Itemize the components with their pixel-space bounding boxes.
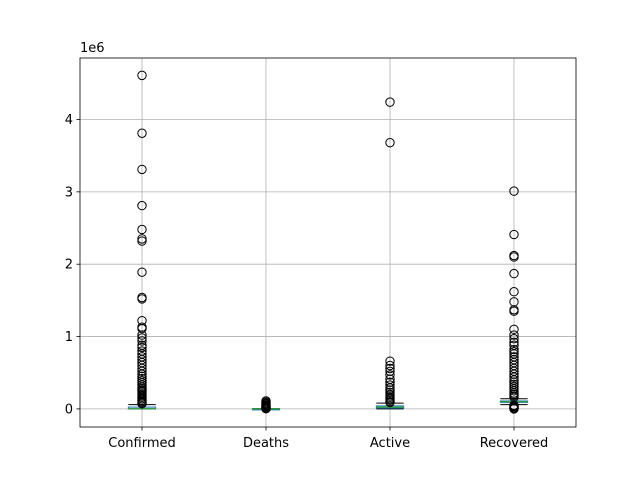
outlier-point xyxy=(509,186,519,196)
outlier-point xyxy=(509,306,519,316)
x-tick-label: Confirmed xyxy=(108,436,176,451)
outlier-point xyxy=(385,356,395,366)
outlier-point xyxy=(509,386,519,396)
outlier-point xyxy=(385,360,395,371)
outlier-point xyxy=(137,342,147,353)
x-tick-label: Active xyxy=(370,436,410,451)
outlier-point xyxy=(509,268,519,279)
outlier-point xyxy=(509,229,519,240)
y-axis: 0 1 2 3 4 xyxy=(65,113,80,417)
outlier-point xyxy=(385,380,395,390)
outlier-point xyxy=(137,70,147,81)
outlier-point xyxy=(509,337,519,348)
outlier-point xyxy=(137,234,147,244)
y-offset-label: 1e6 xyxy=(80,41,105,56)
outlier-point xyxy=(509,334,519,344)
box-confirmed xyxy=(127,70,157,410)
outlier-point xyxy=(137,294,147,304)
y-tick-label: 2 xyxy=(65,258,73,273)
grid-lines xyxy=(80,58,576,427)
box-recovered xyxy=(499,186,529,414)
outlier-point xyxy=(509,404,519,414)
plot-frame xyxy=(79,57,577,428)
x-axis: Confirmed Deaths Active Recovered xyxy=(108,427,548,451)
x-tick-label: Deaths xyxy=(243,436,289,451)
outlier-point xyxy=(137,164,147,175)
y-tick-label: 0 xyxy=(65,402,73,417)
outlier-point xyxy=(385,370,395,380)
outlier-point xyxy=(137,200,147,211)
outlier-point xyxy=(137,366,147,376)
outlier-point xyxy=(137,224,147,235)
x-tick-label: Recovered xyxy=(480,436,549,451)
outlier-point xyxy=(509,252,519,262)
outlier-point xyxy=(137,128,147,138)
outlier-point xyxy=(137,336,147,346)
box-deaths xyxy=(251,396,281,414)
box-active xyxy=(375,97,405,410)
y-tick-label: 3 xyxy=(65,185,73,200)
outlier-point xyxy=(509,287,519,297)
outlier-point xyxy=(385,97,395,107)
outlier-point xyxy=(385,363,395,374)
outlier-point xyxy=(509,344,519,355)
outlier-point xyxy=(261,404,271,414)
outlier-point xyxy=(385,397,395,408)
outlier-point xyxy=(137,333,147,343)
outlier-point xyxy=(385,137,395,148)
outlier-point xyxy=(137,323,147,334)
y-tick-label: 1 xyxy=(65,330,73,345)
box-plots xyxy=(127,70,529,414)
outlier-point xyxy=(137,399,147,409)
outlier-point xyxy=(509,324,519,335)
outlier-point xyxy=(509,330,519,340)
outlier-point xyxy=(137,330,147,340)
outlier-point xyxy=(509,372,519,382)
outlier-point xyxy=(137,236,147,246)
outlier-point xyxy=(137,267,147,277)
y-tick-label: 4 xyxy=(65,113,73,128)
